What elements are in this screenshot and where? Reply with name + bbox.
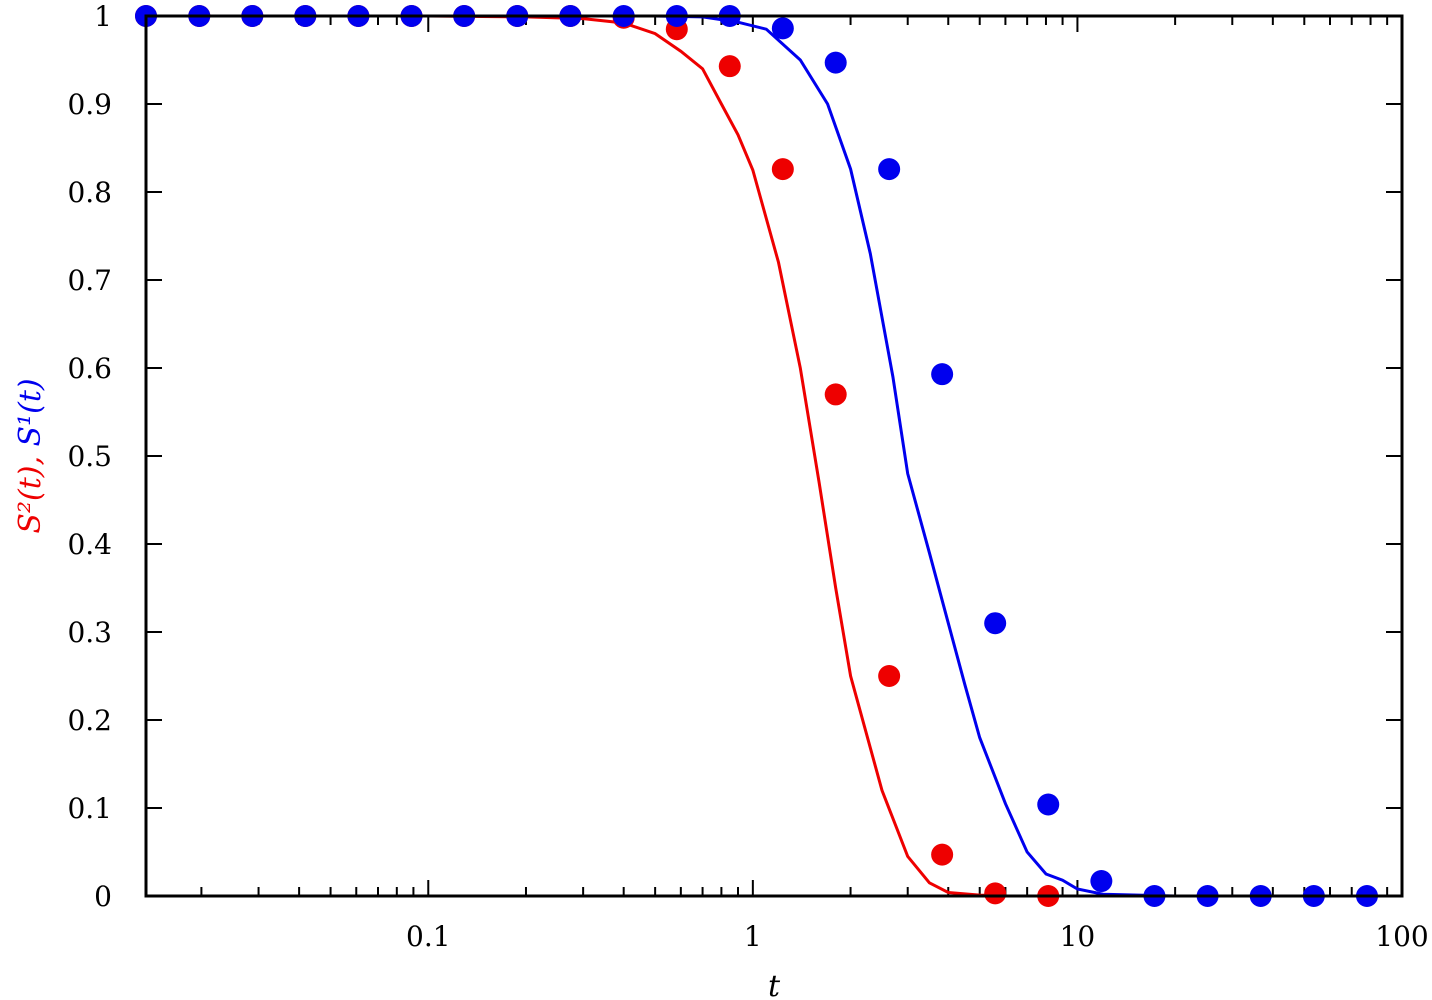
data-point-S2: [931, 843, 954, 866]
data-point-S1: [771, 17, 794, 40]
x-tick-label: 0.1: [406, 920, 451, 953]
data-point-S1: [878, 158, 901, 181]
series-S2: [135, 5, 1063, 907]
y-tick-label: 0.3: [67, 616, 112, 649]
plot-frame: [144, 14, 1404, 898]
axis-ticks: [146, 15, 1402, 897]
y-tick-label: 1: [94, 0, 112, 33]
data-point-S1: [984, 612, 1007, 635]
data-point-S2: [878, 665, 901, 687]
data-point-S1: [931, 363, 954, 386]
x-tick-label: 1: [744, 920, 762, 953]
y-axis-label: S²(t), S¹(t): [13, 378, 48, 533]
data-point-S2: [984, 882, 1007, 905]
y-axis-label-part: ,: [13, 446, 48, 465]
y-tick-label: 0.9: [67, 88, 112, 121]
series-S1: [135, 5, 1402, 907]
series-line-S2: [146, 14, 1063, 898]
y-tick-label: 0.7: [67, 264, 112, 297]
data-point-S2: [718, 55, 741, 78]
data-point-S1: [1090, 870, 1113, 893]
series-layer: [135, 5, 1402, 907]
tick-labels: 0 0.1 0.2 0.3 0.4 0.5 0.6 0.7 0.8 0.9 1 0.1 1 10 100: [67, 0, 1428, 953]
series-line-S1: [146, 14, 1402, 898]
y-tick-label: 0.8: [67, 176, 112, 209]
x-axis-label: t: [768, 969, 781, 1000]
y-tick-label: 0.5: [67, 440, 112, 473]
y-tick-label: 0.4: [67, 528, 112, 561]
data-point-S1: [824, 51, 847, 74]
y-tick-label: 0: [94, 880, 112, 913]
y-tick-label: 0.6: [67, 352, 112, 385]
y-tick-label: 0.2: [67, 704, 112, 737]
data-point-S2: [771, 158, 794, 181]
data-point-S1: [1037, 793, 1060, 816]
x-tick-label: 10: [1060, 920, 1096, 953]
y-axis-label-part: S²(t): [13, 466, 48, 534]
x-tick-label: 100: [1375, 920, 1428, 953]
y-tick-label: 0.1: [67, 792, 112, 825]
data-point-S2: [824, 383, 847, 406]
y-axis-label-part: S¹(t): [13, 378, 48, 446]
